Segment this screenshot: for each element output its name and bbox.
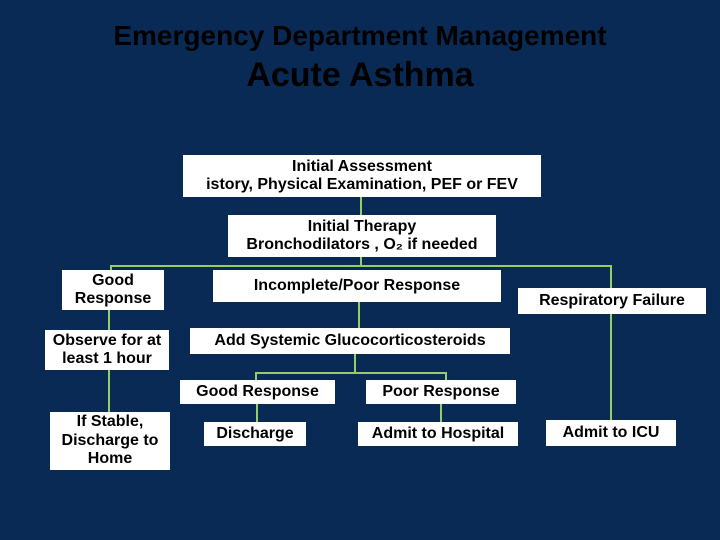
node-line: Add Systemic Glucocorticosteroids (214, 332, 485, 350)
connector-line (256, 404, 258, 422)
node-line: Initial Assessment (292, 158, 432, 176)
node-poor-response: Poor Response (366, 380, 516, 404)
node-line: Discharge (216, 425, 293, 443)
node-line: Admit to Hospital (372, 425, 504, 443)
node-respiratory-failure: Respiratory Failure (518, 288, 706, 314)
connector-line (108, 310, 110, 330)
node-line: Bronchodilators , O₂ if needed (246, 236, 477, 254)
node-line: If Stable, (77, 413, 144, 431)
node-admit-hospital: Admit to Hospital (358, 422, 518, 446)
node-line: least 1 hour (62, 350, 152, 368)
connector-line (610, 265, 612, 288)
connector-line (445, 372, 447, 380)
node-initial-assessment: Initial Assessment istory, Physical Exam… (183, 155, 541, 197)
node-line: Observe for at (53, 332, 161, 350)
node-if-stable-discharge-home: If Stable, Discharge to Home (50, 412, 170, 470)
node-add-glucocorticosteroids: Add Systemic Glucocorticosteroids (190, 328, 510, 354)
node-discharge: Discharge (204, 422, 306, 446)
connector-line (255, 372, 257, 380)
node-incomplete-poor-response: Incomplete/Poor Response (213, 270, 501, 302)
node-good-response-2: Good Response (180, 380, 335, 404)
node-line: Good (92, 272, 134, 290)
connector-line (360, 197, 362, 215)
node-line: Incomplete/Poor Response (254, 277, 460, 295)
node-good-response: Good Response (62, 270, 164, 310)
node-admit-icu: Admit to ICU (546, 420, 676, 446)
connector-line (108, 370, 110, 412)
node-line: Discharge to (62, 432, 159, 450)
slide-title-line2: Acute Asthma (0, 56, 720, 95)
node-line: Poor Response (382, 383, 499, 401)
connector-line (440, 404, 442, 422)
node-line: Good Response (196, 383, 319, 401)
slide-root: Emergency Department Management Acute As… (0, 0, 720, 540)
node-line: Admit to ICU (563, 424, 660, 442)
connector-line (610, 314, 612, 420)
node-line: Response (75, 290, 151, 308)
connector-line (110, 265, 610, 267)
node-line: istory, Physical Examination, PEF or FEV (206, 176, 518, 194)
node-line: Home (88, 450, 132, 468)
node-initial-therapy: Initial Therapy Bronchodilators , O₂ if … (228, 215, 496, 257)
connector-line (255, 372, 445, 374)
connector-line (358, 302, 360, 328)
node-line: Respiratory Failure (539, 292, 685, 310)
connector-line (354, 354, 356, 372)
node-line: Initial Therapy (308, 218, 416, 236)
node-observe-1-hour: Observe for at least 1 hour (45, 330, 169, 370)
slide-title-line1: Emergency Department Management (0, 20, 720, 52)
